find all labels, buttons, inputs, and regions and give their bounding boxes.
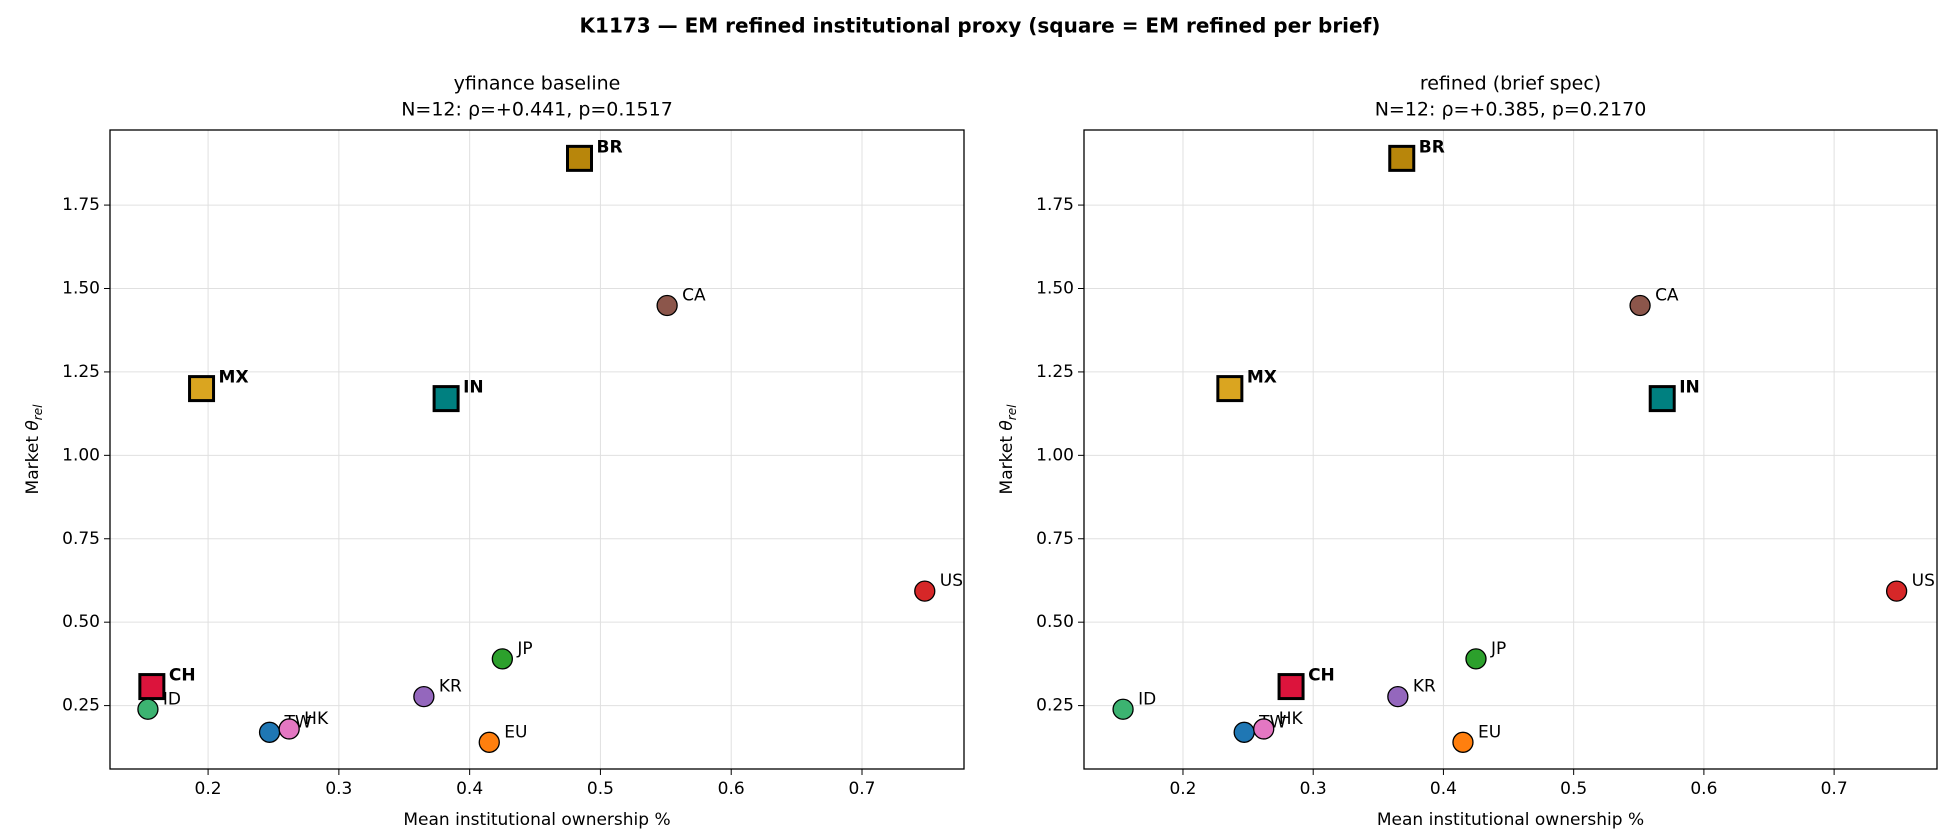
square-marker xyxy=(432,385,460,413)
y-tick-label: 0.75 xyxy=(62,529,100,549)
point-label: US xyxy=(940,571,963,591)
point-label: JP xyxy=(516,639,532,659)
point-label: HK xyxy=(1279,709,1304,729)
square-marker xyxy=(1648,385,1676,413)
circle-marker xyxy=(1465,648,1487,670)
point-label: HK xyxy=(304,709,329,729)
y-tick-label: 1.00 xyxy=(1036,445,1074,465)
circle-marker xyxy=(1233,721,1255,743)
point-label: CA xyxy=(1655,286,1679,306)
circle-marker xyxy=(491,648,513,670)
circle-marker xyxy=(1452,731,1474,753)
point-label: CA xyxy=(682,286,706,306)
circle-marker xyxy=(1253,718,1275,740)
figure-title: K1173 — EM refined institutional proxy (… xyxy=(580,14,1381,38)
x-tick-label: 0.7 xyxy=(1821,779,1848,799)
x-tick-label: 0.2 xyxy=(1169,779,1196,799)
circle-marker xyxy=(258,721,281,743)
point-label: IN xyxy=(463,378,484,398)
point-label: CH xyxy=(1308,666,1335,686)
x-axis-label: Mean institutional ownership % xyxy=(1377,810,1644,830)
square-marker xyxy=(188,375,216,403)
x-tick-label: 0.7 xyxy=(848,779,875,799)
point-label: BR xyxy=(1419,137,1445,157)
plot-frame xyxy=(1083,129,1938,770)
y-tick-label: 0.50 xyxy=(62,612,100,632)
point-label: EU xyxy=(504,722,527,742)
point-label: CH xyxy=(169,666,196,686)
x-tick-label: 0.3 xyxy=(1300,779,1327,799)
point-label: JP xyxy=(1490,639,1506,659)
chart-subtitle: N=12: ρ=+0.441, p=0.1517 xyxy=(401,99,673,121)
circle-marker xyxy=(478,731,500,753)
circle-marker xyxy=(1885,580,1908,602)
x-tick-label: 0.2 xyxy=(195,779,222,799)
x-axis-label: Mean institutional ownership % xyxy=(403,810,670,830)
circle-marker xyxy=(1629,294,1651,317)
y-tick-label: 0.50 xyxy=(1036,612,1074,632)
x-tick-label: 0.4 xyxy=(456,779,483,799)
x-tick-label: 0.3 xyxy=(325,779,352,799)
point-label: MX xyxy=(219,368,249,388)
circle-marker xyxy=(137,698,159,720)
x-tick-label: 0.6 xyxy=(718,779,745,799)
square-marker xyxy=(138,673,166,701)
y-tick-label: 1.75 xyxy=(1036,195,1074,215)
point-label: MX xyxy=(1247,368,1277,388)
point-label: KR xyxy=(439,677,462,697)
point-label: US xyxy=(1912,571,1935,591)
square-marker xyxy=(566,144,594,172)
square-marker xyxy=(1277,673,1305,701)
y-axis-label: Market θrel xyxy=(997,404,1019,495)
square-marker xyxy=(1216,375,1244,403)
y-tick-label: 1.00 xyxy=(62,445,100,465)
y-axis-label: Market θrel xyxy=(23,404,45,495)
chart-title: yfinance baseline xyxy=(454,73,621,95)
y-tick-label: 1.25 xyxy=(1036,362,1074,382)
plot-frame xyxy=(109,129,965,770)
circle-marker xyxy=(278,718,300,740)
y-tick-label: 0.25 xyxy=(1036,696,1074,716)
square-marker xyxy=(1388,144,1416,172)
circle-marker xyxy=(1112,698,1134,720)
x-tick-label: 0.5 xyxy=(1560,779,1587,799)
x-tick-label: 0.6 xyxy=(1690,779,1717,799)
y-tick-label: 1.50 xyxy=(1036,278,1074,298)
chart-title: refined (brief spec) xyxy=(1420,73,1601,95)
y-tick-label: 0.25 xyxy=(62,696,100,716)
chart-subtitle: N=12: ρ=+0.385, p=0.2170 xyxy=(1375,99,1647,121)
x-tick-label: 0.4 xyxy=(1430,779,1457,799)
y-tick-label: 1.75 xyxy=(62,195,100,215)
circle-marker xyxy=(1387,685,1409,708)
point-label: ID xyxy=(163,689,181,709)
circle-marker xyxy=(413,685,435,708)
point-label: ID xyxy=(1138,689,1156,709)
y-tick-label: 0.75 xyxy=(1036,529,1074,549)
y-tick-label: 1.25 xyxy=(62,362,100,382)
circle-marker xyxy=(914,580,936,602)
point-label: EU xyxy=(1478,722,1501,742)
x-tick-label: 0.5 xyxy=(587,779,614,799)
point-label: IN xyxy=(1679,378,1700,398)
y-tick-label: 1.50 xyxy=(62,278,100,298)
circle-marker xyxy=(656,294,678,317)
point-label: BR xyxy=(597,137,623,157)
point-label: KR xyxy=(1413,677,1436,697)
